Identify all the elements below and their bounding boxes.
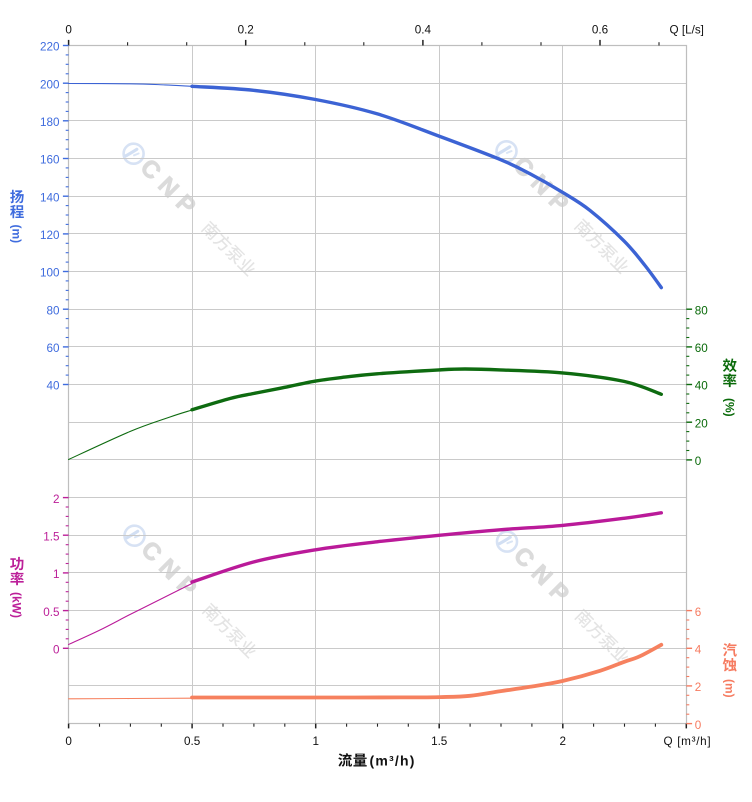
svg-text:(kW): (kW) xyxy=(10,592,24,618)
svg-text:1.5: 1.5 xyxy=(431,735,448,748)
svg-text:2: 2 xyxy=(695,681,702,694)
svg-text:0.5: 0.5 xyxy=(184,735,201,748)
svg-text:40: 40 xyxy=(695,380,709,393)
svg-text:Q [m³/h]: Q [m³/h] xyxy=(664,735,712,748)
svg-text:0: 0 xyxy=(65,24,72,37)
svg-text:Q [L/s]: Q [L/s] xyxy=(670,24,704,37)
svg-text:0.4: 0.4 xyxy=(415,24,432,37)
svg-text:60: 60 xyxy=(695,342,709,355)
svg-text:0.5: 0.5 xyxy=(43,606,60,619)
svg-text:20: 20 xyxy=(695,417,709,430)
svg-text:0: 0 xyxy=(695,719,702,732)
svg-text:0.2: 0.2 xyxy=(238,24,254,37)
svg-text:160: 160 xyxy=(40,154,60,167)
svg-text:(%): (%) xyxy=(722,398,736,417)
svg-text:220: 220 xyxy=(40,41,60,54)
svg-text:200: 200 xyxy=(40,78,60,91)
svg-text:80: 80 xyxy=(46,304,60,317)
svg-text:140: 140 xyxy=(40,191,60,204)
svg-text:1.5: 1.5 xyxy=(43,530,60,543)
svg-text:40: 40 xyxy=(46,380,60,393)
svg-text:0: 0 xyxy=(65,735,72,748)
svg-text:1: 1 xyxy=(312,735,319,748)
svg-text:1: 1 xyxy=(53,568,60,581)
svg-text:120: 120 xyxy=(40,229,60,242)
svg-text:0.6: 0.6 xyxy=(592,24,608,37)
svg-text:0: 0 xyxy=(53,644,60,657)
svg-text:4: 4 xyxy=(695,644,702,657)
svg-text:(m): (m) xyxy=(722,679,736,698)
svg-text:6: 6 xyxy=(695,606,702,619)
svg-text:2: 2 xyxy=(53,493,60,506)
svg-text:(m): (m) xyxy=(10,225,24,244)
svg-text:80: 80 xyxy=(695,304,709,317)
svg-text:60: 60 xyxy=(46,342,60,355)
svg-text:2: 2 xyxy=(560,735,567,748)
svg-text:100: 100 xyxy=(40,267,60,280)
svg-text:180: 180 xyxy=(40,116,60,129)
svg-text:0: 0 xyxy=(695,455,702,468)
svg-text:(m³/h): (m³/h) xyxy=(370,753,416,769)
